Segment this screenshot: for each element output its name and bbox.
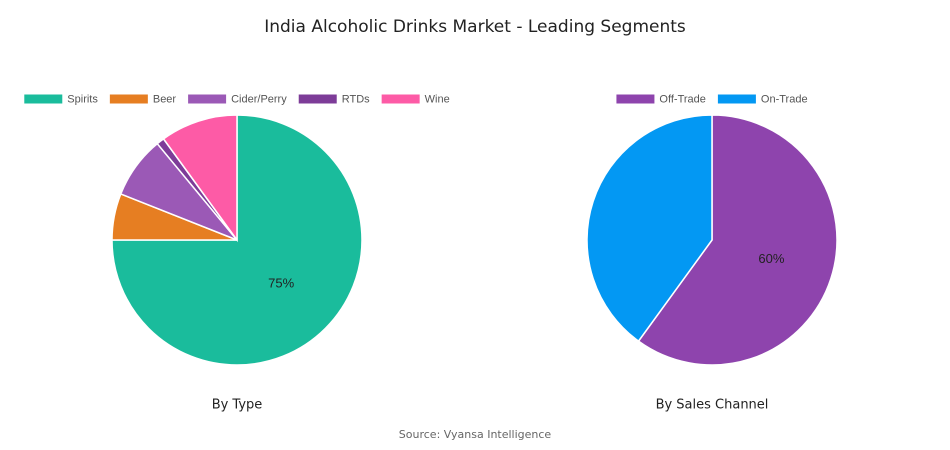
pie-slice xyxy=(637,114,838,366)
legend-label: Beer xyxy=(153,93,177,105)
legend-label: Off-Trade xyxy=(659,93,705,105)
legend: Spirits Beer Cider/Perry RTDs Wine xyxy=(24,93,450,105)
legend-swatch xyxy=(616,94,655,104)
legend: Off-Trade On-Trade xyxy=(616,93,808,105)
chart-subtitle: By Sales Channel xyxy=(656,398,769,413)
legend-label: Cider/Perry xyxy=(231,93,287,105)
pie-slice xyxy=(586,114,713,343)
chart-subtitle: By Type xyxy=(212,398,263,413)
legend-swatch xyxy=(109,94,148,104)
legend-swatch xyxy=(381,94,420,104)
legend-label: Spirits xyxy=(67,93,98,105)
slice-label: 75% xyxy=(268,276,294,291)
pie-slice xyxy=(111,114,363,366)
legend-label: On-Trade xyxy=(761,93,808,105)
legend-swatch xyxy=(717,94,756,104)
pie-slice xyxy=(162,114,238,243)
page-title: India Alcoholic Drinks Market - Leading … xyxy=(264,17,686,37)
legend-label: Wine xyxy=(425,93,450,105)
legend-swatch xyxy=(188,94,227,104)
legend-swatch xyxy=(298,94,337,104)
legend-label: RTDs xyxy=(342,93,370,105)
slice-label: 60% xyxy=(758,251,784,266)
legend-swatch xyxy=(24,94,63,104)
source-note: Source: Vyansa Intelligence xyxy=(399,428,552,441)
